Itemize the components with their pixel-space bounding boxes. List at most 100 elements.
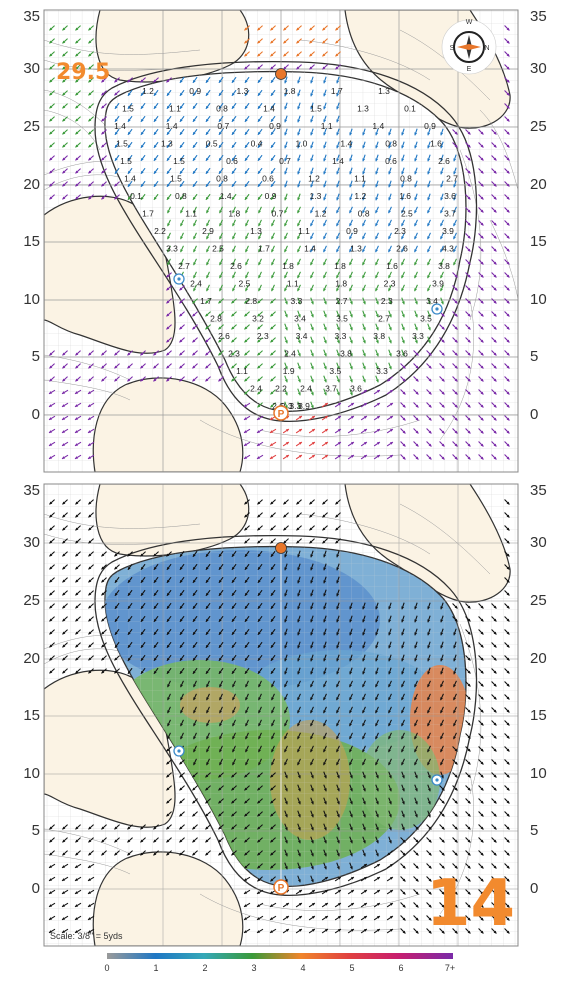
slope-arrow-head [49,592,53,596]
slope-arrow-head [114,644,118,648]
slope-arrow-head [284,671,288,675]
slope-arrow-head [349,866,353,870]
slope-arrow-head [192,92,196,96]
slope-value: 0.4 [251,139,263,149]
slope-arrow-head [427,184,431,188]
slope-arrow-head [349,606,353,610]
slope-arrow-head [310,554,314,558]
slope-arrow-head [506,287,510,291]
slope-arrow-head [284,327,288,331]
slope-arrow-head [336,223,340,227]
slope-arrow-head [414,619,418,623]
slope-arrow-head [493,131,497,135]
slope-arrow-head [506,748,510,752]
slope-value: 1.1 [169,104,181,114]
slope-arrow-head [62,644,66,648]
slope-arrow-head [362,275,366,279]
slope-arrow-head [101,378,105,382]
slope-arrow-head [480,930,484,934]
slope-arrow-head [493,378,497,382]
slope-value: 3.3 [166,244,178,254]
slope-arrow-head [140,131,144,135]
slope-arrow-head [480,826,484,830]
slope-arrow-head [257,404,261,408]
slope-arrow-head [75,540,79,544]
slope-arrow-head [166,196,170,200]
slope-value: 1.4 [372,121,384,131]
slope-arrow-head [349,645,353,649]
slope-arrow-head [297,801,301,805]
slope-arrow-head [244,592,248,596]
slope-arrow-head [49,605,53,609]
slope-arrow-head [166,787,170,791]
slope-arrow-head [140,378,144,382]
slope-arrow-head [506,787,510,791]
slope-arrow-head [336,275,340,279]
slope-arrow-head [506,566,510,570]
slope-arrow-head [153,183,157,187]
slope-arrow-head [506,430,510,434]
slope-arrow-head [284,736,288,740]
slope-arrow-head [166,631,170,635]
slope-arrow-head [375,197,379,201]
slope-arrow-head [192,670,196,674]
slope-arrow-head [140,618,144,622]
slope-arrow-head [62,865,66,868]
slope-arrow-head [205,852,209,856]
slope-arrow-head [205,605,209,609]
slope-arrow-head [467,670,471,674]
slope-arrow-head [218,313,222,317]
slope-arrow-head [324,929,328,932]
slope-arrow-head [192,157,196,161]
slope-arrow-head [493,891,497,895]
slope-arrow-head [88,605,92,609]
slope-arrow-head [114,118,118,122]
slope-value: 1.1 [236,366,248,376]
slope-arrow-head [363,442,367,445]
slope-arrow-head [467,313,471,317]
slope-arrow-head [75,183,79,187]
slope-value: 3.9 [432,279,444,289]
slope-arrow-head [335,53,339,57]
slope-arrow-head [140,592,144,596]
slope-arrow-head [114,196,118,200]
slope-arrow-head [205,579,209,583]
slope-arrow-head [349,632,353,636]
slope-arrow-head [337,429,341,432]
slope-arrow-head [401,736,405,740]
colorbar-tick: 4 [300,963,306,973]
slope-arrow-head [75,891,79,894]
slope-arrow-head [453,736,457,740]
slope-arrow-head [441,891,445,895]
slope-arrow-head [428,878,432,882]
slope-arrow-head [401,249,405,253]
slope-arrow-head [467,209,471,213]
slope-arrow-head [440,197,444,201]
slope-arrow-head [427,275,431,279]
slope-value: 1.6 [430,139,442,149]
slope-arrow-head [271,762,275,766]
slope-value: 3.9 [442,226,454,236]
slope-arrow-head [493,248,497,252]
slope-value: 1.8 [284,86,296,96]
slope-arrow-head [88,826,92,830]
slope-arrow-head [127,592,131,596]
slope-arrow-head [362,327,366,331]
slope-arrow-head [362,288,366,292]
slope-arrow-head [323,788,327,792]
slope-arrow-head [362,606,366,610]
slope-arrow-head [323,366,327,370]
slope-arrow-head [415,456,419,460]
slope-arrow-head [375,684,379,688]
slope-arrow-head [62,92,66,96]
slope-arrow-head [506,618,510,622]
slope-arrow-head [467,222,471,226]
slope-arrow-head [62,404,66,407]
slope-arrow-head [454,917,458,921]
slope-arrow-head [362,314,366,318]
slope-value: 1.5 [310,104,322,114]
slope-arrow-head [257,891,261,894]
slope-arrow-head [270,118,274,122]
slope-arrow-head [310,275,314,279]
slope-arrow-head [310,580,314,584]
